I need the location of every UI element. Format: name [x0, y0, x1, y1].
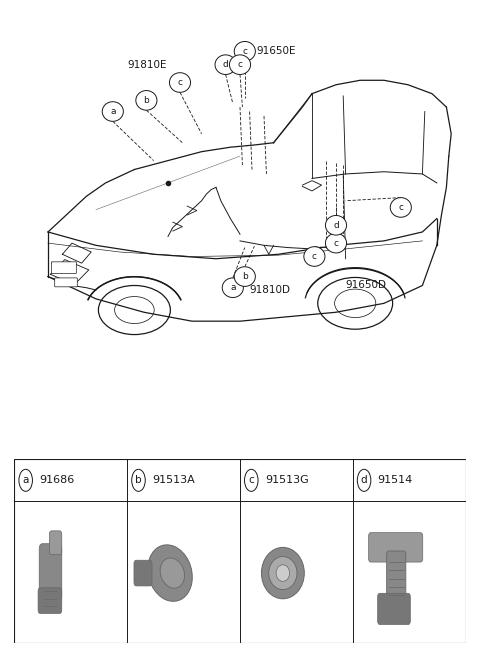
Text: c: c [334, 239, 338, 247]
Text: 91513A: 91513A [152, 476, 195, 485]
Circle shape [215, 55, 236, 75]
Ellipse shape [160, 558, 184, 588]
Circle shape [19, 469, 33, 491]
Circle shape [234, 267, 255, 287]
Circle shape [357, 469, 371, 491]
Text: 91513G: 91513G [265, 476, 309, 485]
Text: 91810D: 91810D [250, 285, 290, 295]
Text: c: c [398, 203, 403, 212]
Text: c: c [312, 252, 317, 261]
FancyBboxPatch shape [386, 551, 406, 606]
Text: 91514: 91514 [378, 476, 413, 485]
Circle shape [132, 469, 145, 491]
Text: b: b [144, 96, 149, 105]
Circle shape [229, 55, 251, 75]
Text: 91650D: 91650D [346, 281, 386, 291]
Circle shape [102, 102, 123, 121]
Text: d: d [361, 476, 367, 485]
Text: 91810E: 91810E [127, 60, 167, 70]
FancyBboxPatch shape [49, 531, 62, 555]
Ellipse shape [262, 547, 304, 599]
FancyBboxPatch shape [51, 262, 76, 274]
Circle shape [325, 234, 347, 253]
Text: d: d [333, 221, 339, 230]
Text: 91686: 91686 [39, 476, 74, 485]
Circle shape [244, 469, 258, 491]
FancyBboxPatch shape [378, 593, 410, 625]
FancyBboxPatch shape [38, 588, 62, 613]
Text: c: c [249, 476, 254, 485]
Text: a: a [110, 107, 116, 116]
Text: d: d [223, 60, 228, 69]
Circle shape [136, 91, 157, 110]
Text: c: c [178, 78, 182, 87]
Text: b: b [135, 476, 142, 485]
Text: a: a [230, 283, 236, 292]
Circle shape [222, 278, 243, 298]
Text: c: c [242, 47, 247, 56]
FancyBboxPatch shape [369, 533, 423, 562]
Circle shape [325, 215, 347, 235]
Circle shape [234, 41, 255, 61]
Circle shape [304, 247, 325, 266]
Circle shape [169, 73, 191, 92]
Ellipse shape [269, 556, 297, 590]
FancyBboxPatch shape [55, 278, 77, 287]
FancyBboxPatch shape [39, 544, 62, 601]
Ellipse shape [148, 545, 192, 602]
Text: a: a [23, 476, 29, 485]
Text: c: c [238, 60, 242, 69]
Text: 91650E: 91650E [257, 47, 296, 56]
Circle shape [390, 197, 411, 217]
Ellipse shape [276, 565, 289, 581]
Text: b: b [242, 272, 248, 281]
FancyBboxPatch shape [134, 560, 152, 586]
